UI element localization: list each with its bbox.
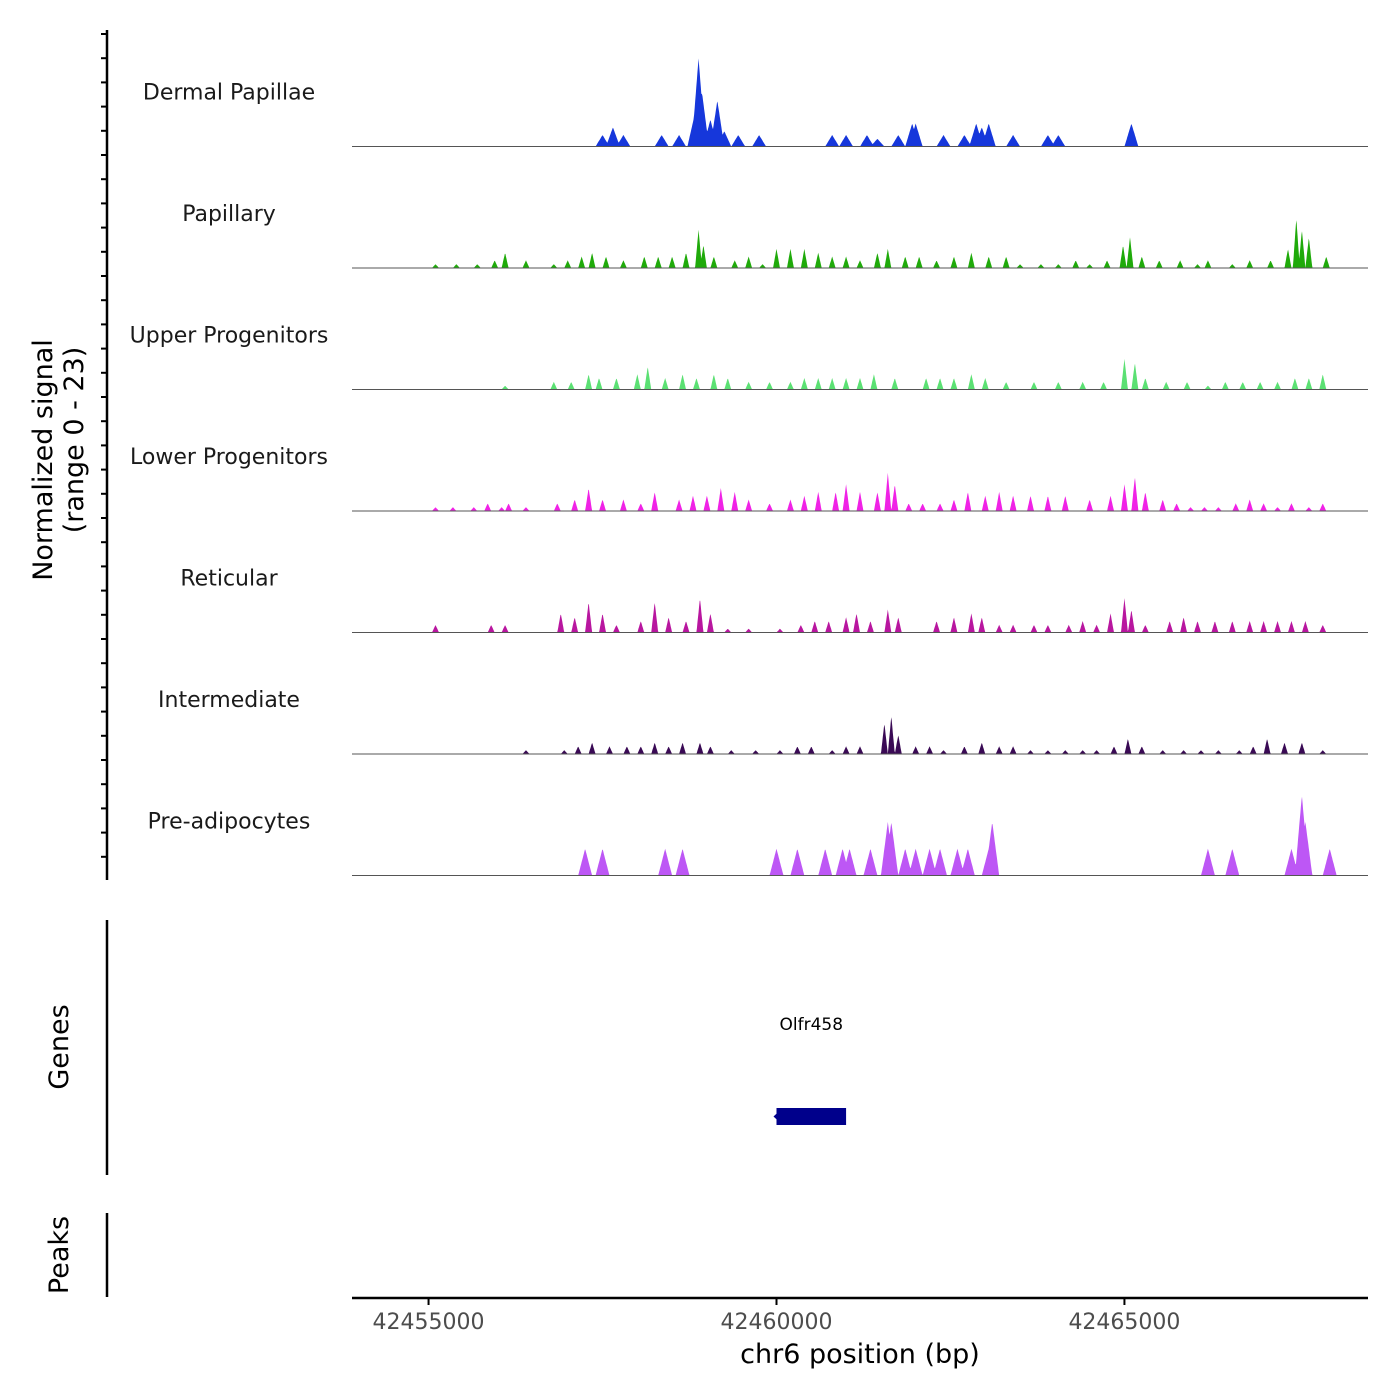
x-axis-title: chr6 position (bp) xyxy=(740,1339,980,1370)
track-label: Intermediate xyxy=(158,688,300,713)
gene-strand-arrow xyxy=(773,1110,781,1123)
track-signal-area xyxy=(428,598,1334,633)
track-label: Upper Progenitors xyxy=(130,324,329,349)
track-papillary: Papillary xyxy=(182,202,1368,269)
track-label: Pre-adipocytes xyxy=(148,810,311,835)
track-signal-area xyxy=(428,717,1334,754)
genes-panel: Olfr458 xyxy=(105,920,847,1175)
track-dermal-papillae: Dermal Papillae xyxy=(143,58,1368,147)
track-signal-area xyxy=(498,796,1348,876)
coverage-tracks: Dermal Papillae Papillary Upper Progenitor… xyxy=(130,58,1368,876)
x-axis: 42455000 42460000 42465000 xyxy=(352,1296,1368,1335)
track-intermediate: Intermediate xyxy=(158,688,1368,755)
track-pre-adipocytes: Pre-adipocytes xyxy=(148,796,1368,876)
track-label: Papillary xyxy=(182,202,276,227)
peaks-axis-title: Peaks xyxy=(44,1216,75,1294)
x-tick-label: 42465000 xyxy=(1068,1310,1180,1335)
x-tick-label: 42460000 xyxy=(721,1310,833,1335)
track-label: Reticular xyxy=(180,567,278,592)
track-signal-area xyxy=(428,472,1334,511)
gene-olfr458: Olfr458 xyxy=(773,1015,847,1125)
track-reticular: Reticular xyxy=(180,567,1368,633)
gene-label: Olfr458 xyxy=(780,1015,844,1035)
gene-body xyxy=(776,1108,847,1125)
genes-axis-title: Genes xyxy=(44,1004,75,1089)
track-upper-progenitors: Upper Progenitors xyxy=(130,324,1368,390)
track-signal-area xyxy=(428,220,1334,268)
track-lower-progenitors: Lower Progenitors xyxy=(130,445,1368,512)
track-signal-area xyxy=(498,58,1348,147)
x-tick-label: 42455000 xyxy=(373,1310,485,1335)
y-axis-title-line2: (range 0 - 23) xyxy=(59,347,90,534)
signal-y-axis xyxy=(101,30,109,880)
track-label: Lower Progenitors xyxy=(130,445,328,470)
y-axis-title-line1: Normalized signal xyxy=(28,339,59,581)
track-label: Dermal Papillae xyxy=(143,81,315,106)
track-signal-area xyxy=(498,358,1334,390)
